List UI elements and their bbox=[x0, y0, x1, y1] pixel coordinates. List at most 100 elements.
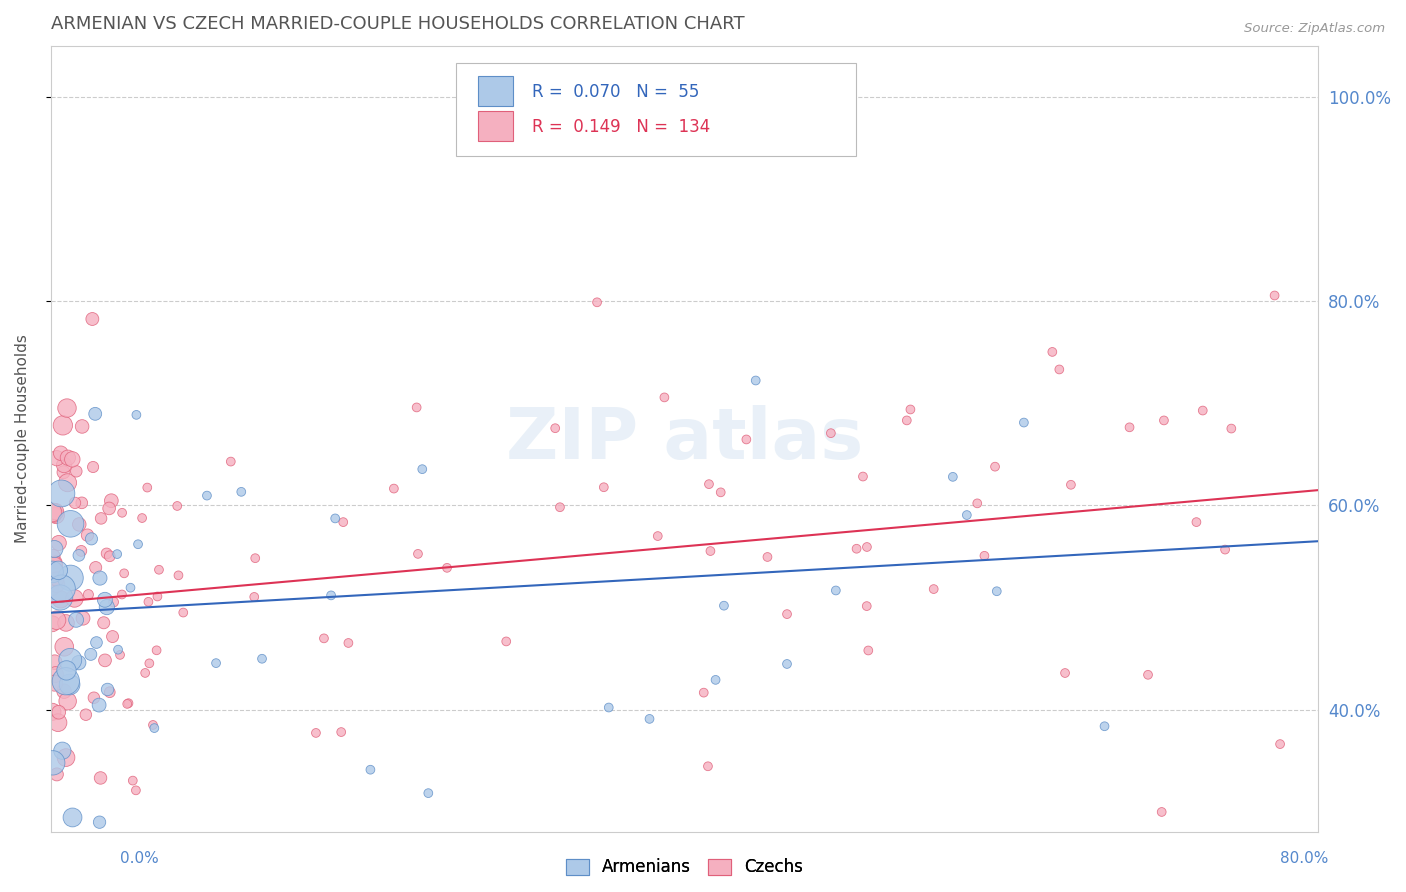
Point bbox=[111, 506, 134, 520]
Point bbox=[710, 485, 733, 500]
Point bbox=[359, 763, 381, 777]
Point bbox=[56, 450, 79, 465]
Point bbox=[49, 591, 72, 605]
Point bbox=[855, 599, 877, 613]
Point bbox=[53, 640, 76, 654]
Point bbox=[53, 458, 76, 472]
Point bbox=[713, 599, 735, 613]
Text: 80.0%: 80.0% bbox=[1281, 851, 1329, 865]
Point bbox=[108, 648, 131, 662]
Point bbox=[693, 686, 716, 700]
Point bbox=[45, 613, 67, 627]
Point bbox=[127, 537, 149, 551]
Point bbox=[120, 581, 142, 595]
Point bbox=[84, 407, 107, 421]
Point bbox=[56, 475, 79, 490]
Point bbox=[112, 566, 135, 581]
Point bbox=[382, 482, 405, 496]
Point bbox=[250, 652, 273, 666]
Point bbox=[117, 696, 139, 710]
Point bbox=[1118, 420, 1140, 434]
Point bbox=[67, 656, 90, 670]
Point bbox=[986, 584, 1008, 599]
Point bbox=[647, 529, 669, 543]
Point bbox=[858, 643, 880, 657]
Point bbox=[1264, 288, 1286, 302]
Point bbox=[436, 561, 458, 575]
Point bbox=[243, 590, 266, 604]
FancyBboxPatch shape bbox=[457, 63, 856, 156]
Point bbox=[100, 493, 122, 508]
Point bbox=[60, 452, 83, 467]
Text: ZIP atlas: ZIP atlas bbox=[506, 405, 863, 474]
Point bbox=[148, 563, 170, 577]
Point bbox=[75, 707, 97, 722]
Point bbox=[82, 312, 104, 326]
Point bbox=[142, 718, 165, 732]
Point bbox=[332, 515, 354, 529]
Point bbox=[59, 571, 82, 585]
Point bbox=[231, 484, 253, 499]
Point bbox=[1213, 542, 1236, 557]
Point bbox=[41, 616, 63, 631]
Point bbox=[101, 630, 124, 644]
FancyBboxPatch shape bbox=[478, 77, 513, 106]
Legend: Armenians, Czechs: Armenians, Czechs bbox=[560, 852, 810, 883]
Point bbox=[76, 528, 98, 542]
Point bbox=[219, 454, 242, 468]
Point bbox=[86, 635, 108, 649]
Point bbox=[80, 532, 103, 546]
Point bbox=[55, 664, 77, 678]
Point bbox=[94, 653, 117, 667]
Point bbox=[49, 446, 72, 460]
Point bbox=[1220, 421, 1243, 435]
Point bbox=[418, 786, 440, 800]
Point bbox=[586, 295, 609, 310]
Point bbox=[87, 698, 110, 712]
Point bbox=[592, 480, 614, 494]
Point bbox=[63, 496, 86, 510]
Point bbox=[125, 408, 148, 422]
Point bbox=[776, 607, 799, 621]
Point bbox=[70, 496, 93, 510]
Point bbox=[44, 558, 66, 572]
Point bbox=[131, 511, 153, 525]
Point bbox=[598, 700, 620, 714]
Point bbox=[89, 815, 111, 830]
Point bbox=[704, 673, 727, 687]
Point bbox=[1268, 737, 1291, 751]
Point bbox=[411, 462, 433, 476]
Point bbox=[98, 501, 121, 516]
Point bbox=[44, 505, 66, 519]
Point bbox=[48, 563, 70, 577]
Point bbox=[845, 541, 868, 556]
Point bbox=[138, 595, 160, 609]
Point bbox=[319, 588, 342, 602]
Point bbox=[45, 667, 67, 681]
FancyBboxPatch shape bbox=[478, 111, 513, 141]
Point bbox=[697, 477, 720, 491]
Point bbox=[107, 642, 129, 657]
Point bbox=[146, 590, 169, 604]
Point bbox=[922, 582, 945, 596]
Point bbox=[82, 460, 104, 475]
Point bbox=[90, 771, 112, 785]
Point bbox=[544, 421, 567, 435]
Point bbox=[245, 551, 267, 566]
Point bbox=[83, 690, 105, 705]
Point bbox=[134, 665, 156, 680]
Point bbox=[735, 433, 758, 447]
Point bbox=[1040, 345, 1063, 359]
Point bbox=[65, 464, 87, 478]
Point bbox=[1153, 413, 1175, 427]
Point bbox=[744, 374, 766, 388]
Point bbox=[896, 413, 918, 427]
Point bbox=[900, 402, 922, 417]
Point bbox=[638, 712, 661, 726]
Point bbox=[63, 591, 86, 606]
Point bbox=[96, 600, 118, 615]
Point bbox=[49, 592, 72, 607]
Point bbox=[776, 657, 799, 671]
Text: 0.0%: 0.0% bbox=[120, 851, 159, 865]
Point bbox=[52, 465, 75, 479]
